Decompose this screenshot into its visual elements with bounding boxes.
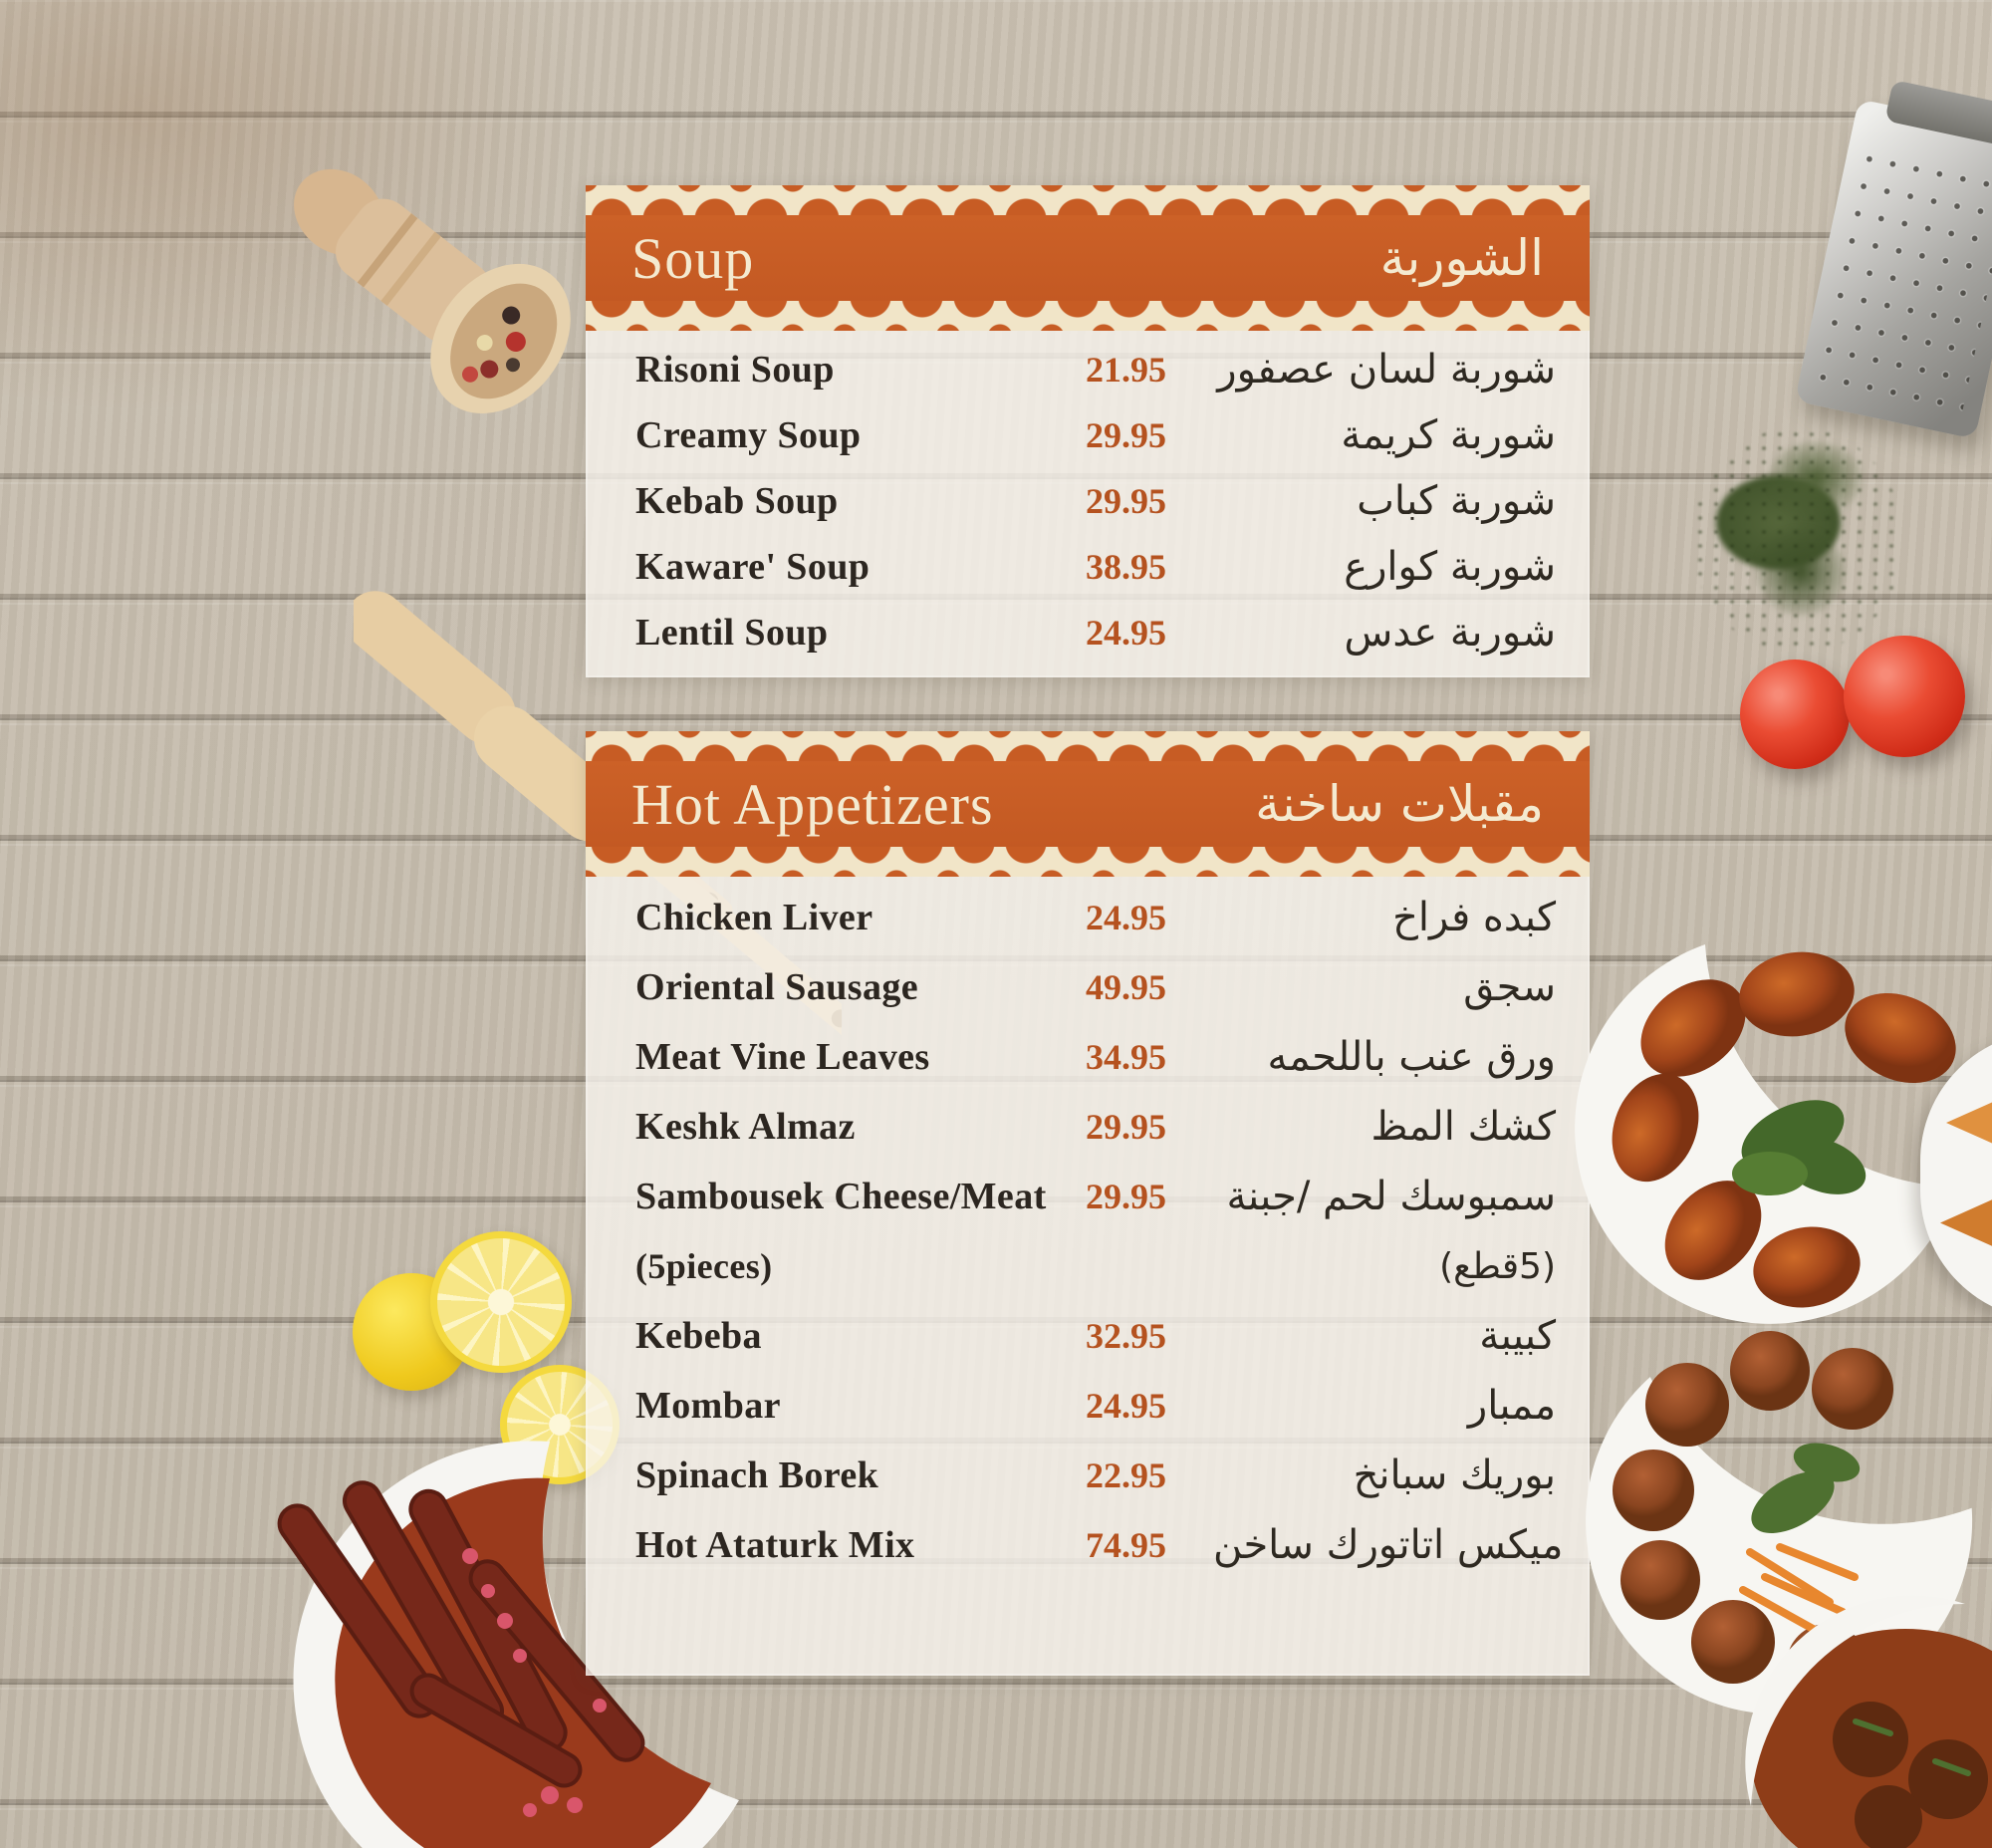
lace-border-top (586, 185, 1590, 215)
section-title-ar: مقبلات ساخنة (1255, 775, 1544, 833)
menu-item-row: Sambousek Cheese/Meat 29.95 سمبوسك لحم /جب… (586, 1162, 1590, 1231)
item-price: 38.95 (1086, 547, 1166, 587)
section-title-en: Soup (631, 225, 755, 291)
item-name-ar: كبده فراخ (1392, 895, 1556, 940)
item-name-ar: كبيبة (1479, 1313, 1556, 1359)
lace-border-bottom (586, 301, 1590, 331)
lemon-slices-photo (349, 1225, 677, 1519)
hot-appetizers-banner: Hot Appetizers مقبلات ساخنة (586, 731, 1590, 877)
item-price: 29.95 (1086, 481, 1166, 521)
item-name-en: Keshk Almaz (635, 1106, 856, 1148)
soup-banner: Soup الشوربة (586, 185, 1590, 331)
item-name-en: Oriental Sausage (635, 966, 919, 1008)
item-name-en: Mombar (635, 1385, 781, 1427)
section-title-en: Hot Appetizers (631, 771, 994, 837)
meatball-plate-photo (1566, 1313, 1992, 1726)
menu-item-row: Chicken Liver 24.95 كبده فراخ (586, 883, 1590, 952)
item-name-ar: شوربة لسان عصفور (1217, 347, 1556, 393)
item-name-ar: ورق عنب باللحمه (1267, 1034, 1556, 1080)
menu-item-row: Keshk Almaz 29.95 كشك المظ (586, 1092, 1590, 1162)
item-price: 24.95 (1086, 898, 1166, 937)
lemon-slice (430, 1231, 572, 1373)
soup-banner-titles: Soup الشوربة (586, 215, 1590, 301)
item-name-ar: شوربة عدس (1344, 610, 1556, 656)
item-name-ar: سجق (1463, 964, 1556, 1010)
meatball-plate-icon (1586, 1331, 1973, 1715)
item-name-ar: ميكس اتاتورك ساخن (1213, 1522, 1564, 1568)
menu-item-row: Creamy Soup 29.95 شوربة كريمة (586, 402, 1590, 468)
item-name-ar: كشك المظ (1370, 1104, 1556, 1150)
menu-item-row: Hot Ataturk Mix 74.95 ميكس اتاتورك ساخن (586, 1510, 1590, 1580)
item-name-en: Lentil Soup (635, 612, 829, 654)
item-name-en: Creamy Soup (635, 414, 862, 456)
item-price: 49.95 (1086, 967, 1166, 1007)
grater-holes (1815, 152, 1992, 420)
menu-item-row: Kaware' Soup 38.95 شوربة كوارع (586, 534, 1590, 600)
menu-item-row: Kebab Soup 29.95 شوربة كباب (586, 468, 1590, 534)
item-name-ar: شوربة كباب (1357, 478, 1556, 524)
hot-appetizers-banner-titles: Hot Appetizers مقبلات ساخنة (586, 761, 1590, 847)
item-name-en: Risoni Soup (635, 349, 835, 391)
menu-item-row: Kebeba 32.95 كبيبة (586, 1301, 1590, 1371)
item-note-en: (5pieces) (635, 1246, 773, 1286)
menu-item-note-row: (5pieces) (5قطع) (586, 1231, 1590, 1301)
item-price: 34.95 (1086, 1037, 1166, 1077)
grater-handle (1883, 79, 1992, 147)
meat-sauce-bowl-photo (1721, 1592, 1992, 1848)
wooden-scoop-icon (294, 168, 571, 413)
item-name-en: Chicken Liver (635, 897, 873, 938)
item-price: 29.95 (1086, 415, 1166, 455)
item-name-ar: سمبوسك لحم /جبنة (1226, 1174, 1556, 1219)
soup-section: Soup الشوربة Risoni Soup 21.95 شوربة لسان … (586, 185, 1590, 677)
item-name-en: Kaware' Soup (635, 546, 871, 588)
item-name-en: Kebeba (635, 1315, 762, 1357)
menu-item-row: Mombar 24.95 ممبار (586, 1371, 1590, 1441)
metal-grater-photo (1794, 79, 1992, 439)
hot-appetizers-items-list: Chicken Liver 24.95 كبده فراخ Oriental Saus… (586, 877, 1590, 1580)
tomato-small (1740, 660, 1850, 769)
lace-border-bottom (586, 847, 1590, 877)
section-title-ar: الشوربة (1379, 229, 1544, 287)
item-price: 32.95 (1086, 1316, 1166, 1356)
item-price: 24.95 (1086, 613, 1166, 653)
item-name-ar: شوربة كريمة (1341, 412, 1556, 458)
item-price: 21.95 (1086, 350, 1166, 390)
item-name-en: Sambousek Cheese/Meat (635, 1176, 1047, 1217)
menu-item-row: Oriental Sausage 49.95 سجق (586, 952, 1590, 1022)
tomato-large (1844, 636, 1965, 757)
item-name-ar: ممبار (1467, 1383, 1556, 1429)
hot-appetizers-section: Hot Appetizers مقبلات ساخنة Chicken Live… (586, 731, 1590, 1676)
menu-item-row: Spinach Borek 22.95 بوريك سبانخ (586, 1441, 1590, 1510)
item-note-ar: (5قطع) (1439, 1245, 1556, 1287)
kibbeh-plate-photo (1556, 917, 1992, 1340)
item-price: 22.95 (1086, 1455, 1166, 1495)
menu-item-row: Lentil Soup 24.95 شوربة عدس (586, 600, 1590, 665)
item-price: 74.95 (1086, 1525, 1166, 1565)
wooden-scoop-photo (249, 130, 637, 458)
kibbeh-plate-icon (1575, 944, 1956, 1324)
item-price: 29.95 (1086, 1107, 1166, 1147)
item-name-ar: بوريك سبانخ (1353, 1452, 1556, 1498)
lace-border-top (586, 731, 1590, 761)
sausage-dish-photo (221, 1407, 779, 1848)
sausage-dish-icon (277, 1441, 739, 1848)
item-name-en: Hot Ataturk Mix (635, 1524, 915, 1566)
item-name-ar: شوربة كوارع (1344, 544, 1556, 590)
item-price: 24.95 (1086, 1386, 1166, 1426)
soup-items-list: Risoni Soup 21.95 شوربة لسان عصفور Creamy S… (586, 331, 1590, 665)
meat-sauce-bowl-icon (1745, 1595, 1992, 1848)
item-name-en: Spinach Borek (635, 1454, 879, 1496)
menu-item-row: Risoni Soup 21.95 شوربة لسان عصفور (586, 337, 1590, 402)
item-name-en: Kebab Soup (635, 480, 839, 522)
item-name-en: Meat Vine Leaves (635, 1036, 930, 1078)
dried-herbs-photo (1692, 427, 1903, 654)
menu-item-row: Meat Vine Leaves 34.95 ورق عنب باللحمه (586, 1022, 1590, 1092)
item-price: 29.95 (1086, 1177, 1166, 1216)
